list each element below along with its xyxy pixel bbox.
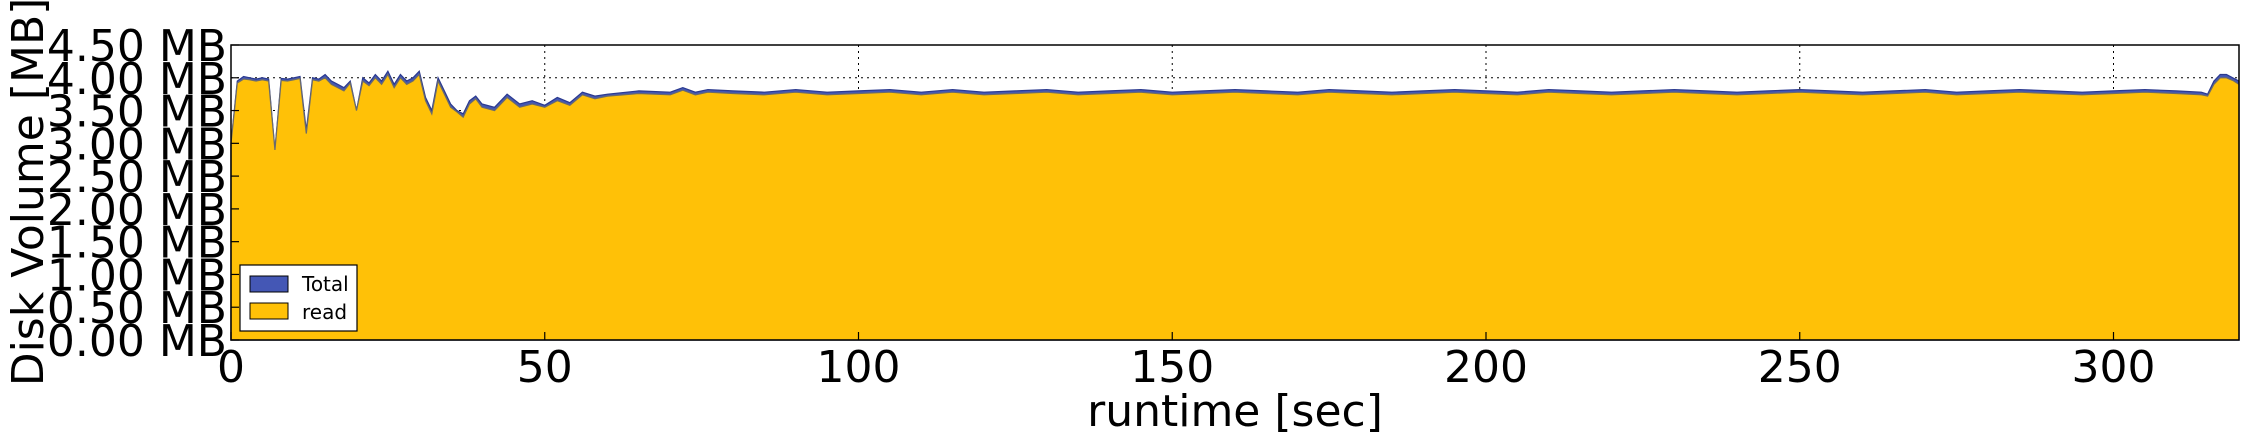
- x-tick-label: 0: [217, 342, 245, 393]
- y-tick-label: 3.00 MB: [47, 119, 227, 170]
- y-tick-label: 0.50 MB: [47, 283, 227, 334]
- x-tick-label: 300: [2072, 342, 2156, 393]
- y-tick-label: 0.00 MB: [47, 316, 227, 367]
- legend-label-total: Total: [301, 272, 349, 296]
- x-tick-label: 150: [1130, 342, 1214, 393]
- plot-area-frame: [230, 44, 2240, 341]
- x-axis-ticks: 0 50 100 150 200 250 300: [217, 332, 2155, 393]
- y-axis-ticks: 0.00 MB0.50 MB1.00 MB1.50 MB2.00 MB2.50 …: [47, 21, 239, 367]
- x-tick-label: 200: [1444, 342, 1528, 393]
- legend: Total read: [239, 264, 358, 332]
- x-tick-label: 50: [517, 342, 573, 393]
- y-tick-label: 4.00 MB: [47, 54, 227, 105]
- x-tick-label: 250: [1758, 342, 1842, 393]
- x-tick-label: 100: [817, 342, 901, 393]
- y-tick-label: 2.50 MB: [47, 152, 227, 203]
- y-tick-label: 2.00 MB: [47, 185, 227, 236]
- y-axis-title: Disk Volume [MB]: [3, 0, 54, 386]
- x-axis-title: runtime [sec]: [1087, 386, 1383, 437]
- series-area-read: [230, 73, 2240, 341]
- legend-swatch-read: [249, 302, 289, 320]
- y-tick-label: 1.50 MB: [47, 218, 227, 269]
- y-tick-label: 3.50 MB: [47, 87, 227, 138]
- y-tick-label: 1.00 MB: [47, 250, 227, 301]
- legend-label-read: read: [302, 300, 347, 324]
- y-tick-label: 4.50 MB: [47, 21, 227, 72]
- legend-swatch-total: [249, 275, 289, 293]
- series-areas: [230, 69, 2240, 341]
